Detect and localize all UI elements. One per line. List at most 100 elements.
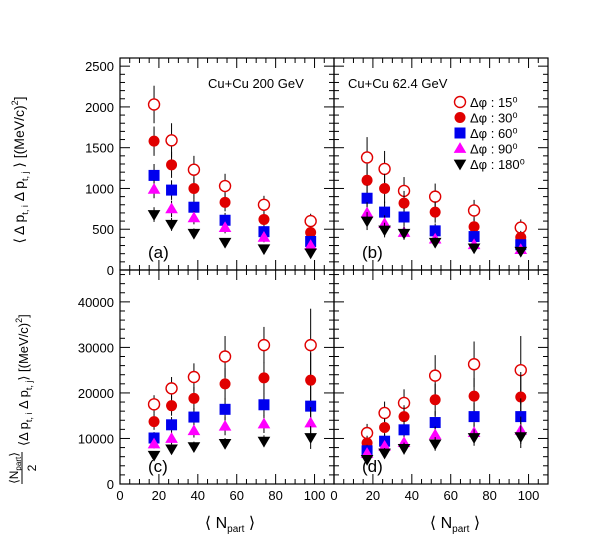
legend-marker (453, 95, 467, 109)
series-3-panel-b (361, 185, 527, 251)
data-point (188, 182, 200, 194)
data-point (257, 417, 271, 429)
data-point (429, 394, 441, 406)
legend-marker (453, 159, 467, 171)
y-tick-label: 2000 (85, 100, 114, 115)
y-tick-label: 20000 (78, 386, 114, 401)
data-point (165, 444, 178, 456)
data-point (165, 219, 178, 231)
data-point (166, 400, 178, 412)
legend-entry: Δφ : 30⁰ (454, 111, 518, 126)
panel-label: (c) (148, 457, 168, 476)
x-tick-label: 0 (116, 488, 123, 503)
data-point (218, 179, 232, 193)
data-point (468, 411, 480, 423)
data-point (188, 411, 200, 423)
panel-d: 0 20 40 60 80 100(d) (330, 269, 549, 503)
y-axis-label-bottom: ⟨Npart⟩ 2 ⟨Δ pt, i Δ pt, j⟩ [(MeV/c)2] (7, 314, 39, 484)
data-point (218, 221, 232, 233)
data-point (219, 403, 231, 415)
data-point (219, 378, 231, 390)
data-point (147, 210, 161, 221)
data-point (187, 442, 201, 453)
data-point (147, 98, 161, 111)
data-point (188, 201, 200, 213)
legend-entry: Δφ : 15⁰ (453, 95, 518, 110)
data-point (304, 239, 317, 250)
data-point (429, 225, 441, 237)
y-tick-label: 2500 (85, 59, 114, 74)
data-point (398, 197, 410, 209)
data-point (514, 246, 528, 258)
data-point (187, 163, 201, 176)
panel-a: 0 500 1000 1500 2000 2500 (a) Cu+Cu 200 GeV (85, 57, 335, 278)
data-point (257, 198, 271, 211)
data-point (514, 432, 528, 443)
data-point (397, 444, 411, 455)
data-point (305, 374, 317, 386)
data-point (147, 450, 161, 462)
series-4-panel-c (147, 407, 317, 449)
data-point (467, 433, 481, 444)
series-5-panel-d (360, 425, 528, 466)
panel-label: (b) (362, 243, 383, 262)
panel-b: (b) Cu+Cu 62.4 GeV (333, 57, 549, 271)
x-tick-label: 100 (518, 488, 540, 503)
data-point (378, 439, 391, 451)
data-point (360, 151, 374, 164)
data-point (258, 213, 270, 225)
data-point (361, 192, 373, 204)
x-tick-label: 40 (405, 488, 419, 503)
x-tick-label: 40 (191, 488, 205, 503)
panel-c: 0 20 40 60 80 100 0 10000 20000 30000 40000 (c) (78, 269, 335, 503)
data-point (218, 350, 232, 363)
data-point (304, 248, 317, 260)
data-point (515, 391, 527, 403)
x-tick-label: 20 (366, 488, 380, 503)
data-point (304, 433, 317, 444)
data-point (219, 214, 231, 226)
data-point (378, 448, 391, 460)
data-point (187, 211, 201, 223)
data-point (188, 392, 200, 404)
data-point (429, 417, 441, 429)
data-point (165, 134, 178, 147)
series-5-panel-a (147, 207, 317, 260)
data-point (305, 226, 317, 238)
data-point (304, 338, 317, 352)
y-axis-label-top: ⟨ Δ pt, i Δ pt, j ⟩ [(MeV/c)2] (10, 96, 30, 243)
data-point (428, 439, 442, 451)
data-point (166, 184, 178, 196)
data-point (429, 206, 441, 218)
series-3-panel-a (148, 164, 317, 247)
data-point (428, 190, 442, 203)
x-tick-label: 0 (330, 488, 337, 503)
data-point (258, 399, 270, 411)
data-point (187, 424, 201, 436)
data-point (187, 370, 201, 384)
y-tick-label: 1000 (85, 181, 114, 196)
data-point (258, 372, 270, 384)
y-tick-label: 10000 (78, 431, 114, 446)
data-point (428, 237, 442, 249)
legend-entry: Δφ : 180⁰ (453, 157, 525, 172)
data-point (147, 182, 161, 194)
data-point (360, 216, 374, 228)
data-point (218, 237, 232, 249)
data-point (187, 228, 201, 240)
data-point (148, 135, 160, 147)
marks-layer (147, 85, 528, 466)
data-point (378, 162, 391, 176)
data-point (218, 419, 232, 431)
data-point (398, 424, 410, 436)
legend-label: Δφ : 30⁰ (470, 111, 518, 126)
y-tick-label: 0 (107, 263, 114, 278)
legend-entry: Δφ : 90⁰ (453, 142, 518, 157)
series-3-panel-c (148, 385, 317, 444)
panel-label: (a) (148, 243, 169, 262)
data-point (468, 390, 480, 402)
series-5-panel-c (147, 426, 317, 462)
series-4-panel-a (147, 180, 317, 250)
